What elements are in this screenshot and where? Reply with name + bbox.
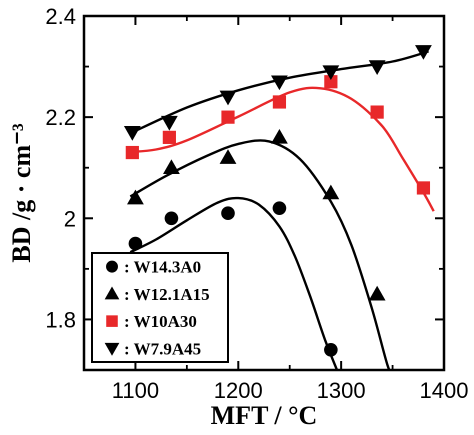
data-point — [415, 45, 432, 60]
data-point — [221, 206, 235, 221]
data-point — [219, 149, 237, 164]
x-tick-label: 1100 — [112, 378, 159, 403]
data-point — [128, 236, 143, 251]
legend-marker — [106, 260, 118, 273]
data-point — [221, 110, 235, 124]
legend-label: : W10A30 — [124, 312, 197, 331]
data-point — [123, 126, 141, 141]
data-point — [271, 75, 288, 91]
data-point — [416, 181, 431, 195]
y-axis-label: BD /g · cm⁻³ — [7, 123, 36, 262]
data-point — [324, 75, 338, 89]
legend-marker — [106, 315, 118, 327]
data-point — [164, 211, 179, 226]
plot-frame — [82, 14, 446, 372]
legend-marker — [104, 286, 120, 300]
data-point — [127, 189, 144, 205]
data-point — [322, 184, 340, 200]
data-point — [368, 60, 386, 75]
series-fit-line — [130, 86, 435, 212]
series-fit-line — [129, 50, 429, 135]
data-point — [322, 65, 340, 81]
x-axis-label: MFT / °C — [211, 401, 318, 430]
data-point — [324, 342, 338, 357]
x-tick-label: 1400 — [420, 378, 469, 403]
legend-label: : W14.3A0 — [124, 258, 201, 277]
data-point — [160, 115, 178, 131]
x-tick-label: 1300 — [317, 378, 366, 403]
plot-area — [123, 45, 435, 370]
data-point — [271, 128, 288, 144]
x-tick-label: 1200 — [214, 378, 263, 403]
series-fit-line — [129, 139, 391, 370]
data-point — [272, 201, 287, 215]
legend-label: : W7.9A45 — [124, 339, 201, 358]
legend-marker — [104, 342, 120, 356]
data-point — [272, 95, 287, 109]
legend-label: : W12.1A15 — [124, 285, 210, 304]
y-tick-label: 2.4 — [45, 4, 76, 29]
legend: : W14.3A0 : W12.1A15 : W10A30 : W7.9A45 — [91, 252, 229, 363]
y-tick-label: 1.8 — [45, 307, 76, 332]
data-point — [370, 105, 384, 119]
y-tick-label: 2.2 — [45, 105, 76, 130]
data-point — [163, 159, 180, 175]
axis-ticks: 1100 1200 1300 1400 1.8 2 2.2 2.4 — [45, 4, 468, 403]
data-point — [368, 285, 386, 301]
series-fit-line — [129, 196, 339, 370]
y-tick-label: 2 — [64, 206, 76, 231]
data-point — [162, 130, 176, 144]
data-point — [125, 145, 139, 160]
data-point — [219, 90, 237, 106]
